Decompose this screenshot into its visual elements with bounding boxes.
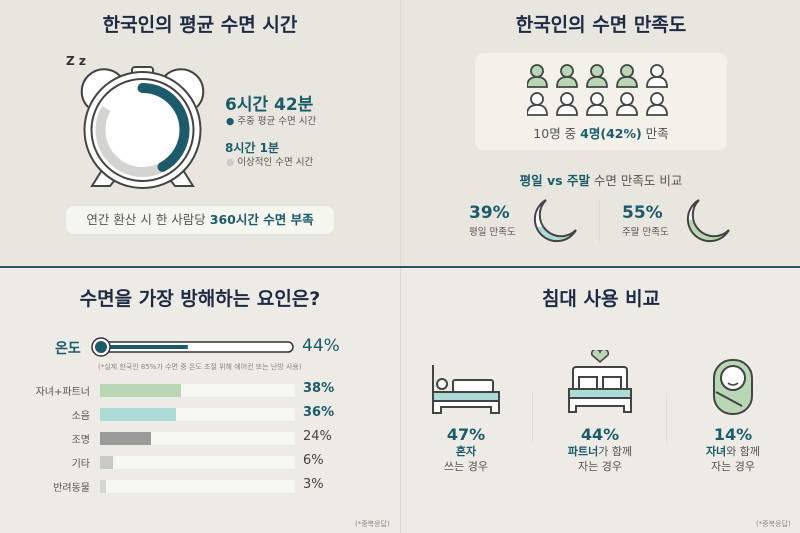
double-bed-icon (568, 350, 632, 413)
people-grid (527, 64, 668, 116)
summary-bold: 4명(42%) (580, 126, 642, 141)
weekend-moon-icon (686, 199, 730, 243)
factor-pct: 36% (303, 405, 335, 420)
satisfaction-panel: 한국인의 수면 만족도 10명 중 4명(42%) 만족 평일 vs 주말 수면… (400, 0, 800, 266)
person-satisfied-icon (556, 64, 578, 88)
people-card: 10명 중 4명(42%) 만족 (475, 53, 727, 150)
factor-bar-fill (100, 408, 177, 421)
person-icon (527, 92, 548, 116)
heading-part: 수면 만족도 비교 (589, 173, 683, 188)
stat-bold: 파트너 (567, 445, 599, 458)
summary-bold: 360시간 수면 부족 (209, 212, 314, 227)
factor-bar-fill (100, 480, 107, 493)
panel-title: 수면을 가장 방해하는 요인은? (79, 288, 321, 310)
person-satisfied-icon (616, 64, 638, 88)
weekday-pct: 39% (469, 203, 510, 223)
factor-bar-fill (100, 384, 181, 397)
gray-dot-icon: ● (226, 157, 238, 168)
stat-pct: 47% (446, 425, 486, 444)
person-icon (586, 92, 608, 116)
stat-text: 자는 경우 (711, 460, 755, 473)
ideal-sleep-legend: ● 이상적인 수면 시간 (226, 154, 313, 168)
factor-bar-track (100, 408, 295, 421)
footnote: (*중복응답) (355, 520, 390, 528)
compare-heading: 평일 vs 주말 수면 만족도 비교 (401, 170, 800, 189)
footnote: (*중복응답) (756, 520, 791, 528)
summary-text: 연간 환산 시 한 사람당 (86, 212, 210, 227)
stat-text: 자는 경우 (578, 460, 622, 473)
sleep-time-panel: 한국인의 평균 수면 시간 Z z 6시간 42분 ● 주중 평균 수면 시간 … (0, 0, 400, 266)
sleep-arc (95, 83, 190, 177)
person-icon (646, 64, 668, 88)
divider (599, 200, 600, 242)
alarm-clock-icon (80, 66, 205, 189)
temperature-note: (*실제 한국인 85%가 수면 중 온도 조절 위해 에어컨 또는 난방 사용… (98, 363, 302, 371)
summary-text: 만족 (641, 126, 669, 141)
legend-label: 이상적인 수면 시간 (237, 157, 314, 168)
heading-part: vs (542, 173, 567, 188)
divider (532, 393, 533, 443)
summary-text: 10명 중 (533, 126, 581, 141)
sleep-disruptors-panel: 수면을 가장 방해하는 요인은? 온도 44% (*실제 한국인 85%가 수면… (0, 268, 400, 533)
temperature-label: 온도 (55, 341, 81, 357)
stat-text: 가 함께 (598, 445, 633, 458)
bed-stat-alone: 47% 혼자 쓰는 경우 (401, 425, 531, 474)
panel-title: 침대 사용 비교 (541, 288, 661, 310)
divider (666, 393, 667, 443)
annual-deficit-summary: 연간 환산 시 한 사람당 360시간 수면 부족 (66, 206, 334, 234)
thermometer-icon (91, 337, 294, 357)
factor-label: 기타 (71, 459, 90, 470)
weekend-pct: 55% (622, 203, 663, 223)
panel-title: 한국인의 수면 만족도 (515, 14, 687, 36)
person-satisfied-icon (527, 64, 548, 88)
weekday-moon-icon (533, 199, 577, 243)
factor-pct: 3% (303, 477, 324, 492)
section-divider (0, 266, 800, 268)
factor-label: 자녀+파트너 (35, 387, 90, 398)
factor-pct: 38% (303, 381, 335, 396)
stat-bold: 혼자 (455, 445, 477, 458)
weekday-label: 평일 만족도 (469, 227, 516, 238)
panel-title: 한국인의 평균 수면 시간 (102, 14, 298, 36)
factor-pct: 24% (303, 429, 332, 444)
person-satisfied-icon (586, 64, 608, 88)
teal-dot-icon: ● (226, 116, 238, 127)
stat-text: 와 함께 (726, 445, 761, 458)
factor-bar-track (100, 456, 295, 469)
stat-text: 쓰는 경우 (444, 460, 488, 473)
stat-pct: 14% (713, 425, 753, 444)
bed-usage-panel: 침대 사용 비교 47% 혼자 쓰는 경우 44% 파트너가 함께 자는 경우 … (400, 268, 800, 533)
stat-bold: 자녀 (705, 445, 727, 458)
single-bed-icon (432, 365, 500, 414)
factor-label: 반려동물 (53, 483, 90, 494)
person-icon (616, 92, 638, 116)
factor-bar-track (100, 432, 295, 445)
ideal-sleep-value: 8시간 1분 (225, 141, 279, 155)
stat-pct: 44% (580, 425, 620, 444)
actual-sleep-legend: ● 주중 평균 수면 시간 (226, 113, 316, 127)
heading-part: 평일 (519, 173, 543, 188)
zz-icon: Z z (66, 54, 86, 68)
person-icon (556, 92, 578, 116)
satisfaction-summary: 10명 중 4명(42%) 만족 (475, 123, 727, 142)
actual-sleep-value: 6시간 42분 (225, 95, 314, 115)
person-icon (646, 92, 668, 116)
factor-bar-track (100, 384, 295, 397)
heading-part: 주말 (566, 173, 590, 188)
factor-bar-fill (100, 456, 113, 469)
factor-pct: 6% (303, 453, 324, 468)
legend-label: 주중 평균 수면 시간 (237, 116, 317, 127)
swaddled-baby-icon (713, 359, 753, 415)
factor-bar-fill (100, 432, 151, 445)
weekend-label: 주말 만족도 (622, 227, 669, 238)
factor-bar-track (100, 480, 295, 493)
factor-label: 조명 (71, 435, 90, 446)
bed-stat-child: 14% 자녀와 함께 자는 경우 (668, 425, 798, 474)
temperature-pct: 44% (302, 336, 340, 356)
bed-stat-partner: 44% 파트너가 함께 자는 경우 (535, 425, 665, 474)
factor-label: 소음 (71, 411, 90, 422)
